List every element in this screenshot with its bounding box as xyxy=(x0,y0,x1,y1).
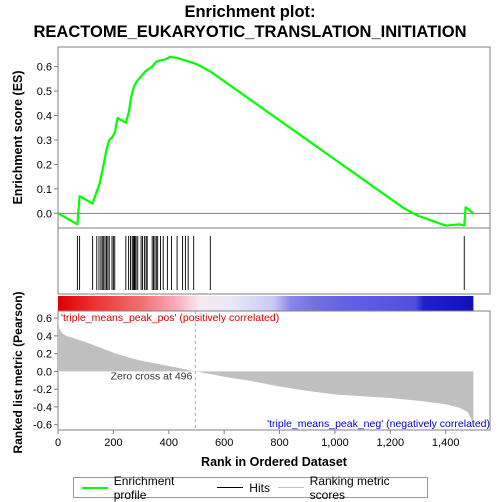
ranking-xtick-label: 1,400 xyxy=(432,437,460,449)
ranking-xtick-label: 1,000 xyxy=(321,437,349,449)
ranking-ytick-label: -0.4 xyxy=(33,402,52,414)
legend-label-hits: Hits xyxy=(249,480,270,495)
hits-panel xyxy=(57,227,491,295)
legend-swatch-hits xyxy=(217,487,244,488)
legend-item-hits: Hits xyxy=(217,481,270,495)
heat-bar xyxy=(58,296,474,311)
legend-label-ranking: Ranking metric scores xyxy=(309,473,390,502)
ranking-ytick-label: -0.6 xyxy=(33,420,52,432)
positive-correlation-label: 'triple_means_peak_pos' (positively corr… xyxy=(61,312,279,324)
es-ytick-label: 0.1 xyxy=(37,184,52,196)
legend-swatch-enrichment xyxy=(82,486,108,489)
ranking-xtick-label: 0 xyxy=(55,437,61,449)
ranking-ytick-label: 0.2 xyxy=(37,349,52,361)
legend-label-enrichment: Enrichment profile xyxy=(113,473,175,502)
es-frame xyxy=(57,46,491,229)
chart-title: Enrichment plot: REACTOME_EUKARYOTIC_TRA… xyxy=(0,2,500,42)
negative-correlation-label: 'triple_means_peak_neg' (negatively corr… xyxy=(267,418,490,430)
enrichment-profile-line xyxy=(57,55,475,227)
ranking-xtick-label: 1,200 xyxy=(377,437,405,449)
legend-item-enrichment: Enrichment profile xyxy=(82,474,209,502)
heatmap-bar xyxy=(58,296,474,311)
ranking-xlabel: Rank in Ordered Dataset xyxy=(201,455,348,469)
es-ytick-label: 0.6 xyxy=(37,62,52,74)
hits-frame xyxy=(57,227,491,295)
ranking-metric-area xyxy=(58,318,474,427)
ranking-ytick-label: 0.6 xyxy=(37,313,52,325)
es-ytick-label: 0.5 xyxy=(37,86,52,98)
zero-cross-label: Zero cross at 496 xyxy=(111,370,193,382)
es-ytick-label: 0.4 xyxy=(37,110,52,122)
ranking-xtick-label: 800 xyxy=(270,437,288,449)
ranking-xtick-label: 200 xyxy=(104,437,122,449)
legend-swatch-ranking xyxy=(277,487,304,488)
es-ylabel: Enrichment score (ES) xyxy=(11,70,25,204)
title-line-2: REACTOME_EUKARYOTIC_TRANSLATION_INITIATI… xyxy=(33,23,467,41)
es-ytick-label: 0.2 xyxy=(37,159,52,171)
ranking-panel: -0.6 -0.4 -0.2 0.0 0.2 0.4 0.6 0 200 400 600 800 1,0… xyxy=(11,291,491,469)
ranking-xtick-label: 400 xyxy=(160,437,178,449)
ranking-ytick-label: 0.0 xyxy=(37,366,52,378)
ranking-xtick-label: 600 xyxy=(215,437,233,449)
ranking-ylabel: Ranked list metric (Pearson) xyxy=(11,291,25,453)
ranking-ytick-label: -0.2 xyxy=(33,384,52,396)
es-ytick-label: 0.3 xyxy=(37,135,52,147)
ranking-ytick-label: 0.4 xyxy=(37,331,52,343)
legend: Enrichment profile Hits Ranking metric s… xyxy=(73,474,428,502)
es-ytick-label: 0.0 xyxy=(37,208,52,220)
legend-item-ranking: Ranking metric scores xyxy=(277,473,427,502)
title-line-1: Enrichment plot: xyxy=(184,3,316,21)
es-panel: 0.0 0.1 0.2 0.3 0.4 0.5 0.6 Enrichment score (E… xyxy=(11,46,491,229)
